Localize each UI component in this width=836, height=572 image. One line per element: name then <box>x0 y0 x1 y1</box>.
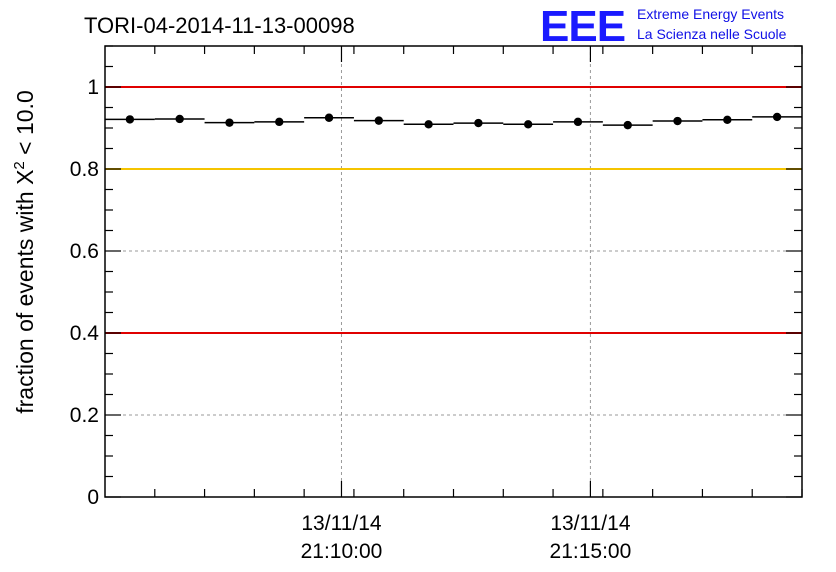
logo-line2: La Scienza nelle Scuole <box>637 26 787 42</box>
plot-frame <box>104 45 803 498</box>
x-tick-label-date: 13/11/14 <box>550 512 631 535</box>
data-point <box>573 117 583 127</box>
x-tick-label-time: 21:10:00 <box>301 540 383 563</box>
y-tick-label: 1 <box>87 76 99 99</box>
data-point <box>225 118 234 127</box>
data-point <box>175 114 184 124</box>
y-label-symbol: X <box>12 170 38 185</box>
y-tick-label: 0.8 <box>70 158 99 181</box>
data-point <box>723 115 732 125</box>
data-point <box>125 115 135 124</box>
y-tick-label: 0.4 <box>70 322 100 345</box>
y-label-suffix: < 10.0 <box>12 90 38 161</box>
y-label-prefix: fraction of events with <box>12 185 38 414</box>
logo-line1: Extreme Energy Events <box>637 6 784 22</box>
data-point <box>424 120 433 129</box>
data-point <box>523 120 533 129</box>
data-point <box>324 113 334 122</box>
y-label-exponent: 2 <box>11 161 28 169</box>
plot-area: 0 0.2 0.4 0.6 0.8 1 13/11/14 21:10:00 13/11/14 21… <box>70 45 803 563</box>
x-tick-label-time: 21:15:00 <box>550 540 632 563</box>
data-point <box>772 112 782 122</box>
data-point <box>673 116 682 126</box>
y-axis-label: fraction of events with X2 < 10.0 <box>11 90 38 414</box>
data-point <box>623 120 632 130</box>
chart-title: TORI-04-2014-11-13-00098 <box>84 13 355 38</box>
data-point <box>374 116 384 125</box>
data-point <box>275 117 284 127</box>
y-tick-label: 0.6 <box>70 240 99 263</box>
y-tick-label: 0.2 <box>70 404 99 427</box>
logo-mark: EEE <box>540 2 625 51</box>
eee-logo: EEE Extreme Energy Events La Scienza nel… <box>540 2 787 51</box>
data-point <box>474 118 483 128</box>
y-tick-label: 0 <box>87 486 99 509</box>
x-tick-label-date: 13/11/14 <box>301 512 382 535</box>
